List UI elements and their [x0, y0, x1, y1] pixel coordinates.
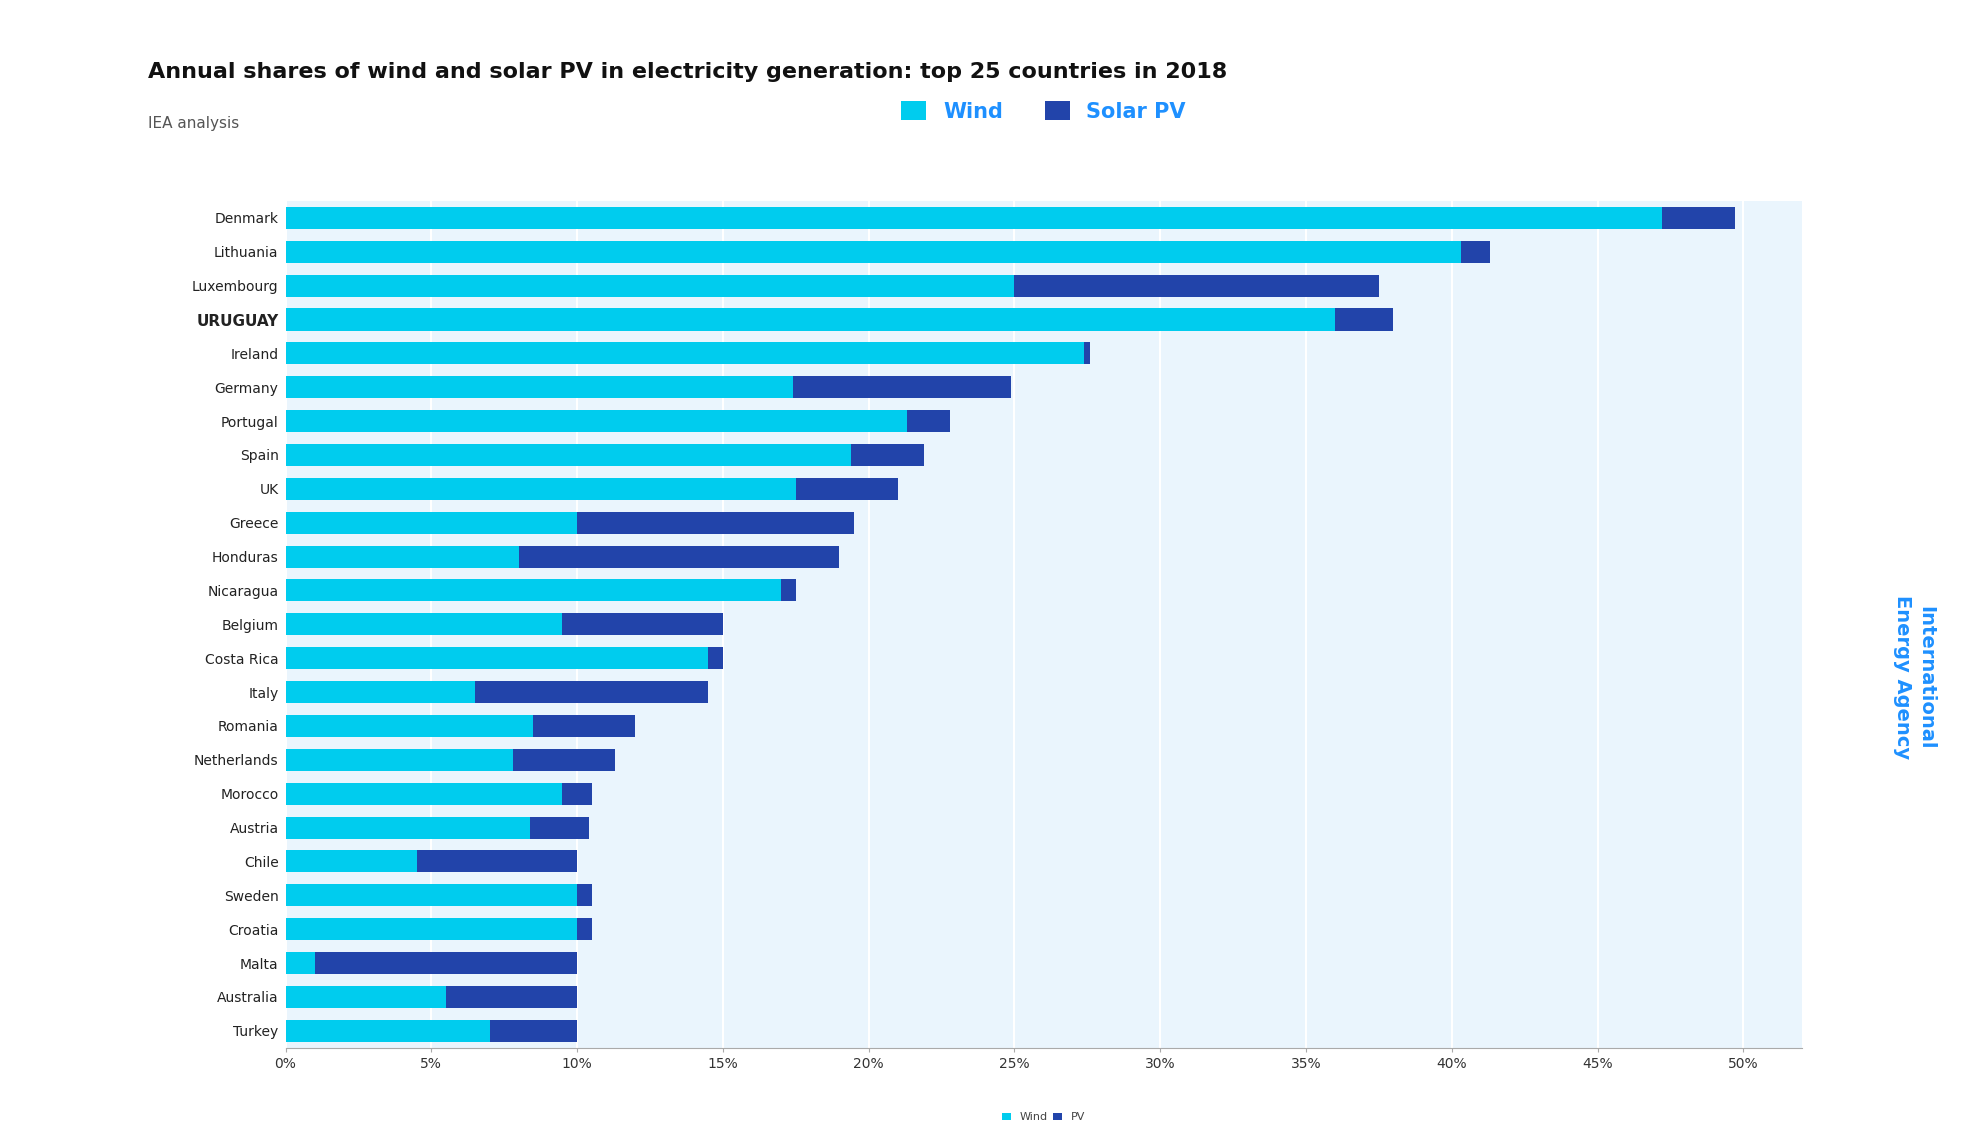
Bar	[286, 782, 563, 805]
Bar	[286, 274, 1014, 297]
Bar	[286, 478, 795, 500]
Bar	[1014, 274, 1378, 297]
Bar	[286, 918, 577, 940]
Bar	[286, 240, 1461, 263]
Bar	[563, 782, 591, 805]
Bar	[286, 715, 534, 737]
Bar	[530, 816, 589, 839]
Bar	[286, 308, 1335, 331]
Bar	[286, 952, 315, 974]
Bar	[286, 376, 794, 399]
Bar	[286, 579, 782, 602]
Bar	[563, 613, 723, 636]
Text: International
Energy Agency: International Energy Agency	[1892, 595, 1936, 760]
Bar	[286, 816, 530, 839]
Text: Annual shares of wind and solar PV in electricity generation: top 25 countries i: Annual shares of wind and solar PV in el…	[148, 62, 1227, 82]
Bar	[315, 952, 577, 974]
Bar	[417, 850, 577, 873]
Bar	[286, 342, 1085, 365]
Bar	[709, 647, 723, 669]
Bar	[286, 410, 906, 432]
Bar	[1085, 342, 1091, 365]
Bar	[286, 207, 1662, 229]
Bar	[286, 681, 475, 703]
Bar	[512, 749, 614, 771]
Bar	[577, 884, 591, 907]
Bar	[286, 647, 709, 669]
Bar	[906, 410, 951, 432]
Bar	[286, 884, 577, 907]
Bar	[1662, 207, 1735, 229]
Bar	[577, 511, 855, 534]
Bar	[286, 850, 417, 873]
Text: IEA analysis: IEA analysis	[148, 116, 238, 131]
Bar	[475, 681, 709, 703]
Bar	[445, 986, 577, 1008]
Bar	[794, 376, 1012, 399]
Bar	[795, 478, 898, 500]
Bar	[518, 545, 839, 568]
Bar	[286, 511, 577, 534]
Bar	[490, 1019, 577, 1042]
Bar	[534, 715, 636, 737]
Bar	[577, 918, 591, 940]
Bar	[1461, 240, 1491, 263]
Legend: Wind, PV: Wind, PV	[998, 1108, 1089, 1127]
Bar	[782, 579, 795, 602]
Bar	[851, 444, 923, 466]
Bar	[286, 545, 518, 568]
Bar	[286, 613, 563, 636]
Bar	[1335, 308, 1394, 331]
Bar	[286, 749, 512, 771]
Bar	[286, 1019, 490, 1042]
Bar	[286, 986, 445, 1008]
Bar	[286, 444, 851, 466]
